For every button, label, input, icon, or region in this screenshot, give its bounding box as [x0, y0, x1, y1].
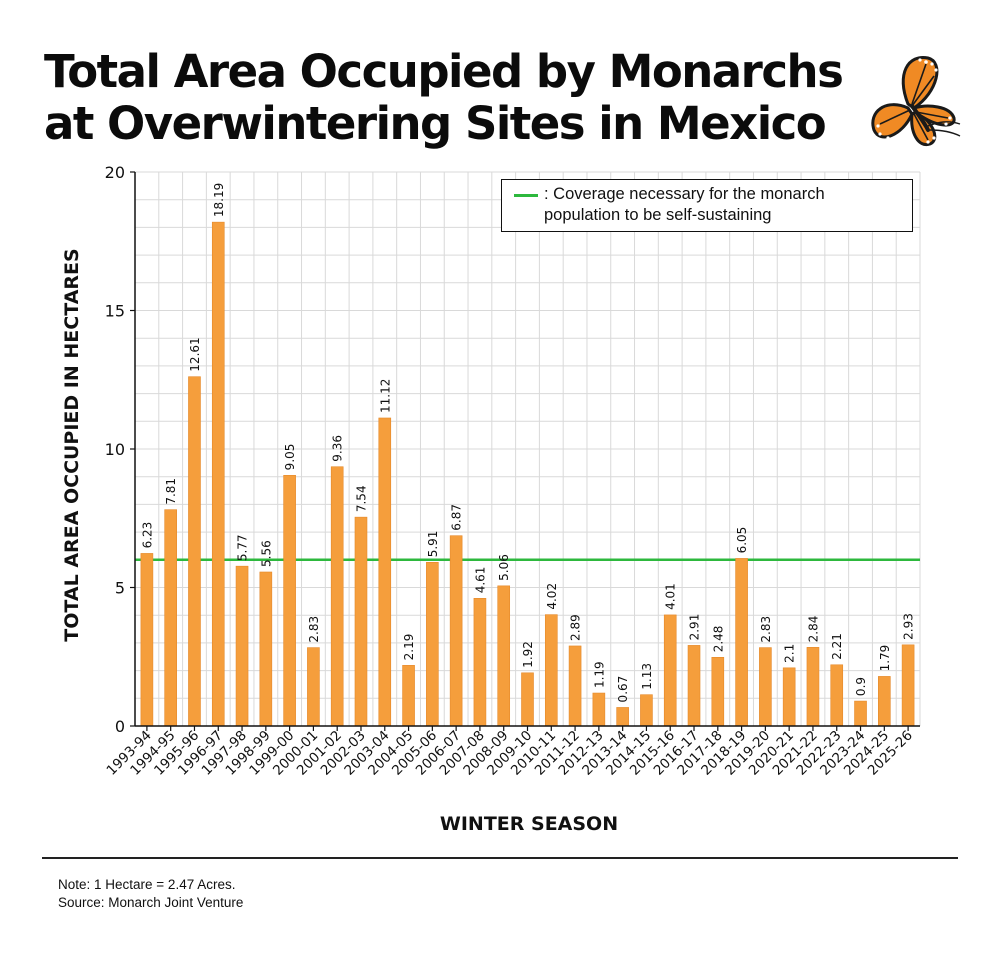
x-tick-labels: 1993-941994-951995-961996-971997-981998-…: [104, 726, 916, 779]
footer-divider: [42, 857, 958, 859]
bar-2021-22: [806, 647, 820, 727]
bar-2011-12: [568, 645, 582, 727]
page-title: Total Area Occupied by Monarchs at Overw…: [44, 46, 904, 150]
data-label-2011-12: 2.89: [569, 614, 583, 641]
title-line-2: at Overwintering Sites in Mexico: [44, 97, 827, 150]
y-axis-label: TOTAL AREA OCCUPIED IN HECTARES: [61, 248, 83, 641]
legend-threshold-swatch: [514, 194, 538, 197]
y-tick-label: 10: [105, 440, 125, 459]
bar-2023-24: [854, 700, 867, 727]
data-label-2021-22: 2.84: [806, 616, 820, 643]
source-note: Source: Monarch Joint Venture: [58, 895, 244, 910]
data-label-1994-95: 7.81: [164, 478, 178, 505]
y-tick-label: 0: [115, 717, 125, 736]
bar-2017-18: [711, 657, 725, 727]
data-label-2018-19: 6.05: [735, 527, 749, 554]
data-label-2002-03: 7.54: [354, 485, 368, 512]
data-label-2024-25: 1.79: [878, 645, 892, 672]
bar-2022-23: [830, 664, 844, 727]
bar-1996-97: [211, 221, 225, 727]
bar-1993-94: [140, 553, 154, 727]
bar-2010-11: [544, 614, 558, 727]
y-tick-label: 15: [105, 302, 125, 321]
bar-2015-16: [663, 614, 677, 727]
data-label-2012-13: 1.19: [592, 661, 606, 688]
y-tick-labels: 0 5 10 15 20: [105, 163, 135, 736]
conversion-note: Note: 1 Hectare = 2.47 Acres.: [58, 877, 236, 892]
bar-1997-98: [235, 565, 249, 727]
data-label-2010-11: 4.02: [545, 583, 559, 610]
bar-2024-25: [878, 676, 891, 727]
bar-2002-03: [354, 516, 368, 727]
data-label-1997-98: 5.77: [236, 534, 250, 561]
data-label-2000-01: 2.83: [307, 616, 321, 643]
data-label-2015-16: 4.01: [664, 583, 678, 610]
bar-1994-95: [164, 509, 177, 727]
data-label-2007-08: 4.61: [473, 567, 487, 594]
data-label-2016-17: 2.91: [688, 614, 702, 641]
bar-2006-07: [449, 535, 463, 727]
data-label-2023-24: 0.9: [854, 677, 868, 696]
x-axis-label: WINTER SEASON: [440, 813, 618, 835]
bar-2001-02: [330, 466, 344, 727]
data-label-2013-14: 0.67: [616, 676, 630, 703]
bar-chart: 6.23 7.81 12.61 18.19 5.77 5.56 9.05 2.83 9.36 7.…: [61, 163, 921, 835]
bar-1995-96: [188, 376, 201, 727]
chart-legend: : Coverage necessary for the monarch pop…: [501, 179, 913, 232]
data-label-1995-96: 12.61: [188, 337, 202, 371]
bar-2013-14: [616, 707, 629, 727]
y-tick-label: 20: [105, 163, 125, 182]
legend-line-1: : Coverage necessary for the monarch: [544, 185, 825, 203]
bar-2005-06: [426, 561, 439, 727]
data-label-1998-99: 5.56: [259, 540, 273, 567]
bar-2018-19: [735, 558, 748, 727]
data-label-2019-20: 2.83: [759, 616, 773, 643]
bar-2019-20: [759, 647, 772, 727]
data-label-2004-05: 2.19: [402, 634, 416, 661]
bar-2009-10: [521, 672, 534, 727]
legend-line-2: population to be self-sustaining: [544, 206, 772, 224]
bar-2025-26: [901, 644, 915, 727]
value-label-group: 6.23 7.81 12.61 18.19 5.77 5.56 9.05 2.83 9.36 7.…: [140, 183, 915, 703]
bar-2003-04: [378, 417, 392, 727]
data-label-2014-15: 1.13: [640, 663, 654, 690]
bar-1998-99: [259, 571, 273, 727]
data-label-2025-26: 2.93: [902, 613, 916, 640]
data-label-2020-21: 2.1: [783, 644, 797, 663]
bar-2020-21: [782, 667, 796, 727]
monarch-butterfly-icon: [871, 56, 961, 147]
bar-2004-05: [402, 665, 415, 727]
data-label-2022-23: 2.21: [830, 633, 844, 660]
data-label-1996-97: 18.19: [212, 183, 226, 217]
bar-2008-09: [497, 585, 511, 727]
data-label-2003-04: 11.12: [378, 379, 392, 413]
bar-2016-17: [687, 645, 701, 727]
bar-2000-01: [307, 647, 320, 727]
bar-2012-13: [592, 692, 606, 727]
y-tick-label: 5: [115, 579, 125, 598]
bar-2007-08: [473, 598, 487, 727]
data-label-2008-09: 5.06: [497, 554, 511, 581]
data-label-2005-06: 5.91: [426, 531, 440, 558]
title-line-1: Total Area Occupied by Monarchs: [44, 45, 844, 98]
data-label-2001-02: 9.36: [331, 435, 345, 462]
bar-2014-15: [640, 694, 653, 727]
data-label-2009-10: 1.92: [521, 641, 535, 668]
legend-text: : Coverage necessary for the monarch pop…: [544, 184, 908, 226]
data-label-1999-00: 9.05: [283, 444, 297, 471]
data-label-2017-18: 2.48: [711, 626, 725, 653]
footer-notes: Note: 1 Hectare = 2.47 Acres. Source: Mo…: [58, 876, 243, 912]
bar-1999-00: [283, 475, 296, 727]
data-label-2006-07: 6.87: [450, 504, 464, 531]
data-label-1993-94: 6.23: [140, 522, 154, 549]
bar-group: [140, 221, 915, 727]
